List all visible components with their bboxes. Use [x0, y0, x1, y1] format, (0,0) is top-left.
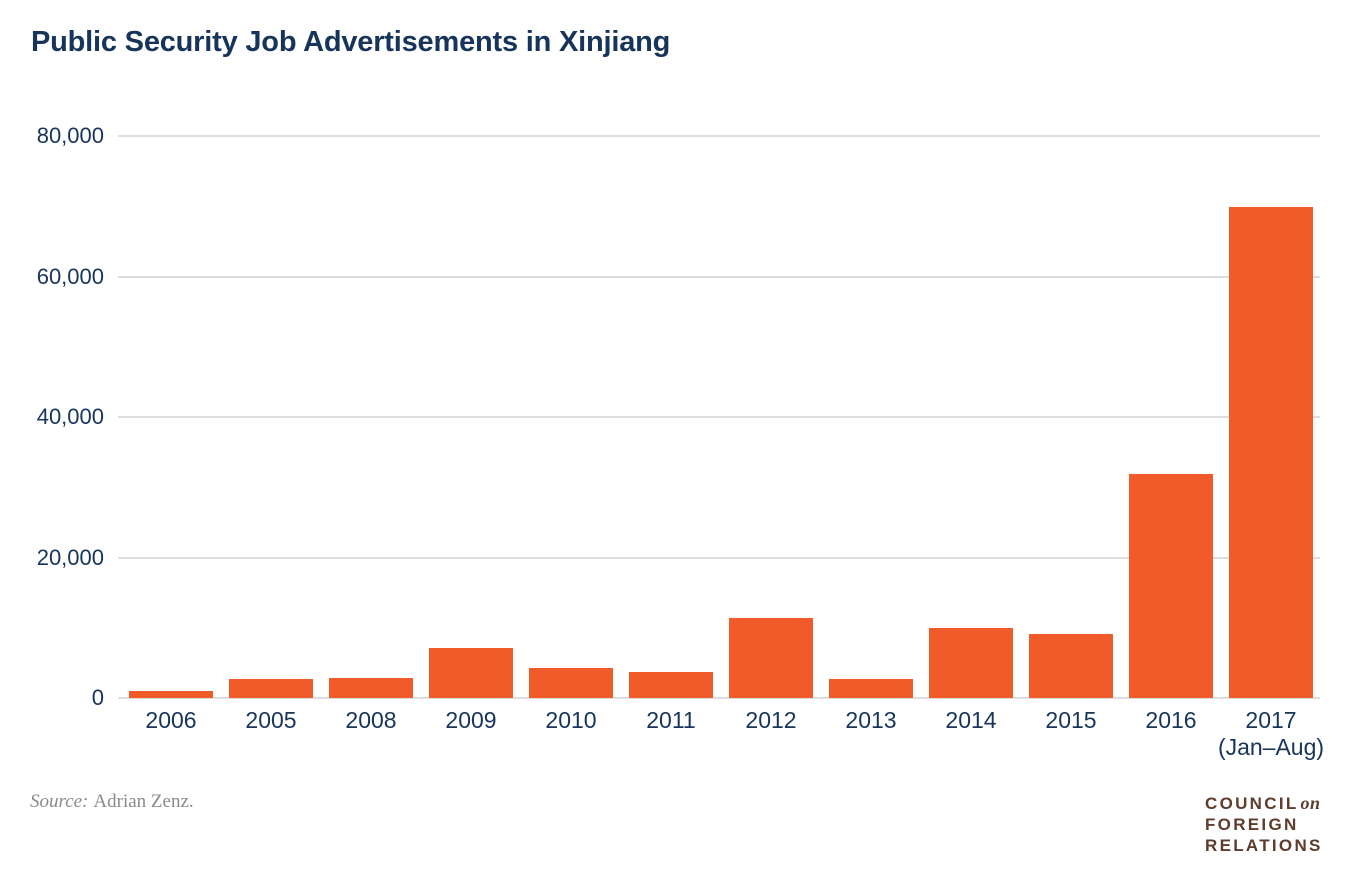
- bar-2016: [1129, 473, 1213, 698]
- bar-2012: [729, 617, 813, 698]
- x-tick-year: 2014: [945, 707, 997, 733]
- cfr-logo: COUNCIL on FOREIGN RELATIONS: [1205, 793, 1323, 856]
- cfr-logo-line-2: FOREIGN: [1205, 815, 1299, 834]
- gridline-80000: [118, 135, 1320, 137]
- x-tick-sublabel: (Jan–Aug): [1217, 734, 1325, 760]
- cfr-logo-on: on: [1300, 793, 1321, 813]
- x-tick-year: 2013: [845, 707, 897, 733]
- bar-2009: [429, 648, 513, 698]
- gridline-60000: [118, 275, 1320, 278]
- source-value: Adrian Zenz.: [93, 791, 194, 812]
- bar-2017: [1229, 206, 1313, 698]
- bar-2010: [529, 667, 613, 698]
- bar-2008: [329, 677, 413, 698]
- x-tick-year: 2012: [745, 707, 797, 733]
- x-tick-label-2012: 2012: [716, 707, 826, 734]
- y-tick-label-40000: 40,000: [36, 404, 104, 429]
- chart-title: Public Security Job Advertisements in Xi…: [31, 26, 671, 58]
- x-tick-label-2013: 2013: [816, 707, 926, 734]
- bar-2014: [929, 628, 1013, 698]
- x-tick-label-2006: 2006: [116, 707, 226, 734]
- x-tick-label-2016: 2016: [1116, 707, 1226, 734]
- x-tick-label-2009: 2009: [416, 707, 526, 734]
- y-tick-label-60000: 60,000: [36, 263, 104, 289]
- y-tick-label-0: 0: [91, 685, 104, 710]
- x-tick-year: 2005: [245, 707, 297, 733]
- x-tick-label-2014: 2014: [916, 707, 1026, 734]
- y-tick-label-80000: 80,000: [36, 123, 104, 148]
- x-tick-label-2005: 2005: [216, 707, 326, 734]
- cfr-logo-line-3: RELATIONS: [1205, 836, 1323, 855]
- x-tick-label-2008: 2008: [316, 707, 426, 734]
- bar-2013: [829, 679, 913, 698]
- x-tick-year: 2008: [345, 707, 397, 733]
- x-tick-year: 2010: [545, 707, 597, 733]
- cfr-logo-council: COUNCIL: [1205, 794, 1299, 813]
- x-tick-year: 2009: [445, 707, 497, 733]
- bar-2005: [229, 679, 313, 698]
- x-tick-label-2010: 2010: [516, 707, 626, 734]
- x-tick-year: 2015: [1045, 707, 1097, 733]
- cfr-logo-line-1: COUNCIL on: [1205, 793, 1323, 814]
- gridline-20000: [118, 556, 1320, 559]
- x-tick-label-2015: 2015: [1016, 707, 1126, 734]
- source-note: Source: Adrian Zenz.: [30, 791, 194, 813]
- source-label: Source:: [30, 791, 89, 812]
- x-tick-label-2011: 2011: [616, 707, 726, 734]
- x-tick-year: 2011: [646, 707, 696, 733]
- x-tick-year: 2017: [1245, 707, 1297, 733]
- x-tick-label-2017: 2017 (Jan–Aug): [1216, 707, 1326, 761]
- y-tick-label-20000: 20,000: [36, 544, 104, 570]
- x-tick-year: 2006: [145, 707, 197, 733]
- bar-2015: [1029, 634, 1113, 698]
- gridline-40000: [118, 416, 1320, 418]
- bar-2011: [629, 672, 713, 698]
- bar-2006: [129, 690, 213, 698]
- x-tick-year: 2016: [1145, 707, 1197, 733]
- gridline-0: [118, 697, 1320, 699]
